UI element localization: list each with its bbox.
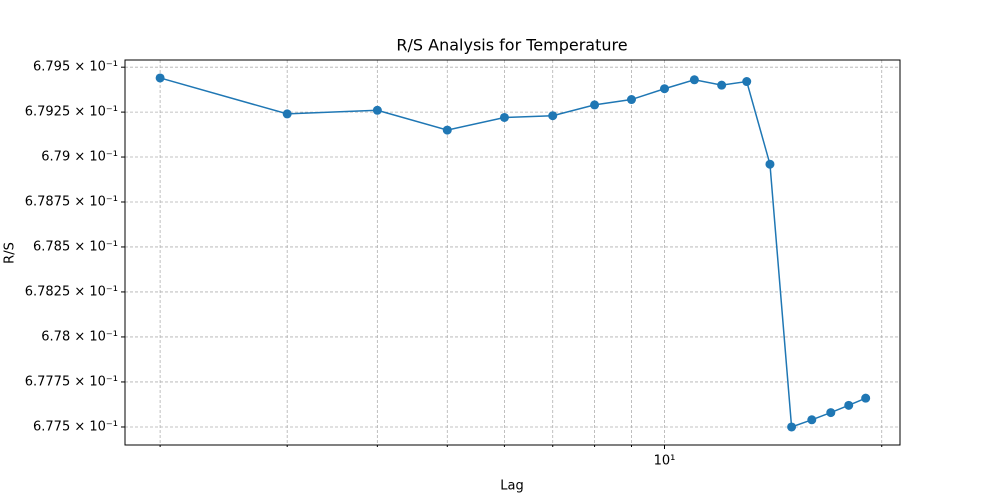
point: [787, 422, 797, 432]
point: [742, 77, 752, 87]
point: [282, 109, 292, 119]
x-tick-label: 10¹: [654, 454, 676, 469]
point: [826, 408, 836, 418]
point: [844, 400, 854, 410]
point: [660, 84, 670, 94]
point: [765, 159, 775, 169]
series-line: [159, 77, 866, 429]
point: [372, 105, 382, 115]
y-tick-label: 6.79 × 10⁻¹: [41, 150, 118, 165]
point: [861, 393, 871, 403]
y-tick-label: 6.7775 × 10⁻¹: [25, 374, 118, 389]
point: [155, 73, 165, 83]
point: [807, 415, 817, 425]
x-axis-label: Lag: [500, 479, 523, 494]
chart-title: R/S Analysis for Temperature: [396, 36, 627, 55]
point: [548, 111, 558, 121]
plot-frame: [124, 59, 901, 446]
point: [717, 80, 727, 90]
y-tick-label: 6.785 × 10⁻¹: [33, 239, 118, 254]
y-tick-label: 6.775 × 10⁻¹: [33, 419, 118, 434]
point: [442, 125, 452, 135]
y-axis-label: R/S: [3, 242, 18, 264]
y-tick-label: 6.7825 × 10⁻¹: [25, 284, 118, 299]
point: [499, 112, 509, 122]
point: [590, 100, 600, 110]
point: [626, 95, 636, 105]
y-tick-label: 6.795 × 10⁻¹: [33, 60, 118, 75]
y-tick-label: 6.78 × 10⁻¹: [41, 329, 118, 344]
y-tick-label: 6.7925 × 10⁻¹: [25, 105, 118, 120]
y-tick-label: 6.7875 × 10⁻¹: [25, 194, 118, 209]
point: [689, 75, 699, 85]
